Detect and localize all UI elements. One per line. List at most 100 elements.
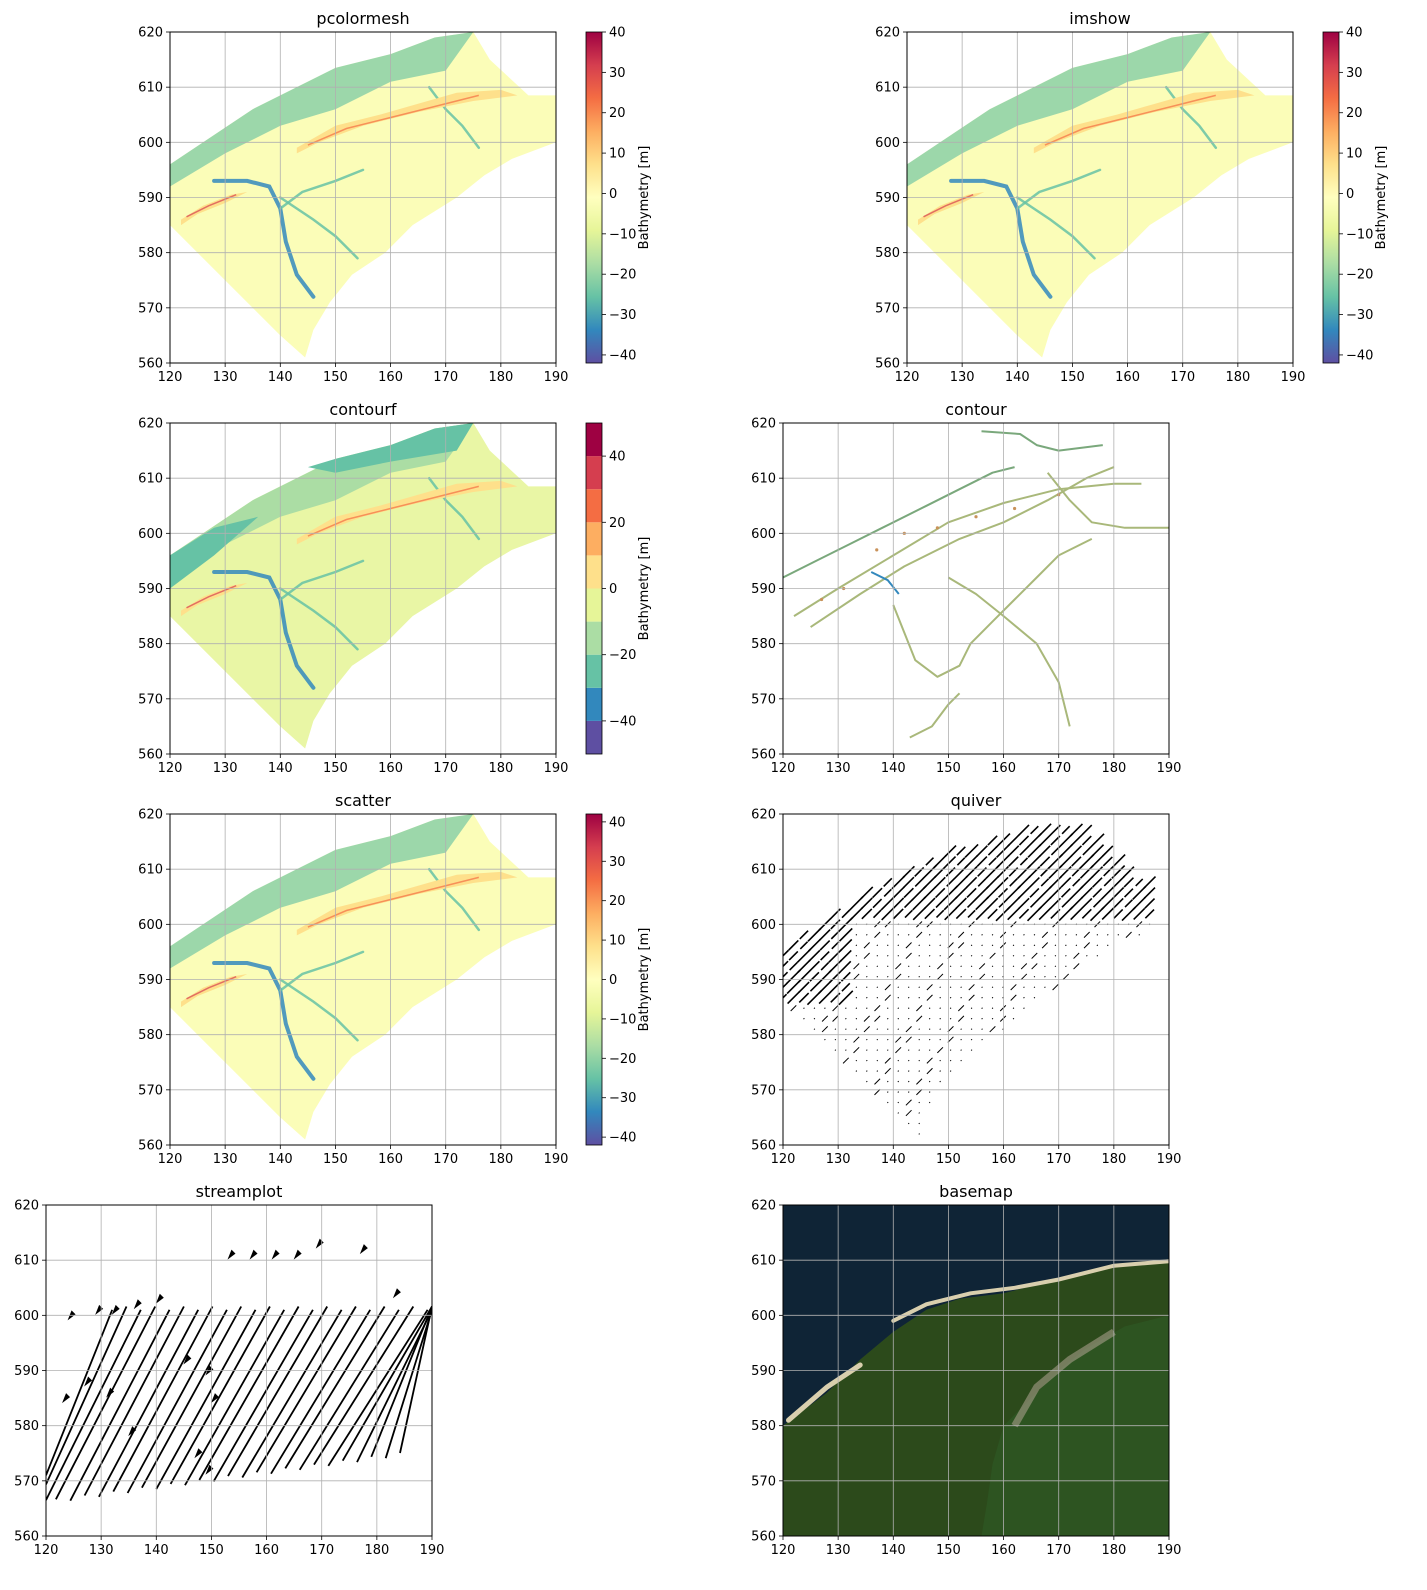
quiver-arrow [874, 931, 881, 938]
quiver-arrow [829, 970, 842, 983]
quiver-arrow [786, 980, 801, 995]
y-tick-label: 570 [875, 301, 900, 316]
stream-arrowhead [227, 1249, 236, 1260]
x-tick-label: 160 [378, 1152, 403, 1167]
quiver-arrow [1017, 886, 1031, 900]
quiver-arrow [809, 982, 819, 992]
quiver-arrow [997, 876, 1009, 888]
y-tick-label: 590 [751, 1364, 776, 1379]
quiver-arrow [949, 1070, 952, 1072]
quiver-arrow [897, 986, 900, 988]
quiver-arrow [939, 1038, 941, 1041]
y-tick-label: 590 [14, 1364, 39, 1379]
quiver-arrow [1012, 1017, 1015, 1020]
quiver-arrow [1028, 876, 1040, 888]
quiver-arrow [1041, 942, 1049, 949]
streamline [298, 1309, 400, 1471]
y-tick-label: 610 [138, 81, 163, 96]
quiver-arrow [926, 1057, 933, 1064]
stream-arrowhead [133, 1299, 142, 1310]
quiver-arrow [1029, 887, 1040, 898]
quiver-arrow [874, 1005, 881, 1012]
stream-arrowhead [249, 1249, 258, 1260]
quiver-arrow [916, 931, 923, 938]
quiver-arrow [1027, 844, 1042, 858]
quiver-arrow [981, 996, 983, 999]
x-tick-label: 170 [433, 370, 458, 385]
quiver-arrow [1039, 856, 1051, 867]
quiver-arrow [907, 965, 910, 968]
contour-dot [1013, 506, 1017, 511]
quiver-arrow [975, 896, 990, 911]
quiver-arrow [883, 888, 892, 898]
quiver-arrow [895, 1046, 902, 1054]
colorbar-tick-label: −10 [1346, 227, 1373, 242]
quiver-arrow [964, 843, 979, 859]
quiver-arrow [1031, 963, 1038, 970]
quiver-arrow [788, 939, 799, 951]
colorbar-tick-label: 30 [1346, 66, 1363, 81]
quiver-arrow [907, 986, 910, 988]
streamline [241, 1309, 343, 1478]
quiver-arrow [928, 1028, 931, 1030]
quiver-arrow [855, 955, 858, 957]
quiver-arrow [1023, 1007, 1025, 1009]
quiver-arrow [960, 1028, 962, 1030]
quiver-arrow [1082, 846, 1092, 856]
quiver-arrow [1107, 934, 1109, 936]
panel-title: contourf [329, 400, 397, 419]
quiver-arrow [928, 1049, 931, 1051]
quiver-arrow [1060, 887, 1071, 898]
quiver-arrow [1009, 878, 1018, 887]
quiver-arrow [866, 996, 868, 999]
y-tick-label: 600 [138, 527, 163, 542]
quiver-arrow [902, 865, 915, 879]
quiver-arrow [1012, 955, 1015, 957]
quiver-arrow [987, 846, 998, 856]
stream-arrowhead [84, 1376, 93, 1387]
x-tick-label: 150 [936, 761, 961, 776]
quiver-arrow [1048, 875, 1062, 889]
x-tick-label: 150 [323, 1152, 348, 1167]
x-tick-label: 150 [936, 1152, 961, 1167]
quiver-arrow [918, 955, 920, 957]
quiver-arrow [829, 908, 841, 920]
quiver-arrow [965, 865, 978, 879]
x-tick-label: 140 [268, 1152, 293, 1167]
quiver-arrow [1069, 885, 1084, 901]
quiver-arrow [916, 1078, 923, 1085]
x-tick-label: 120 [34, 1543, 59, 1558]
quiver-arrow [1012, 965, 1015, 968]
contour-dot [820, 597, 824, 602]
x-tick-label: 190 [1157, 1152, 1182, 1167]
colorbar-band [586, 621, 602, 655]
quiver-arrow [813, 1028, 816, 1030]
quiver-arrow [934, 887, 946, 899]
y-tick-label: 560 [751, 748, 776, 763]
y-tick-label: 610 [751, 472, 776, 487]
y-tick-label: 570 [138, 692, 163, 707]
quiver-arrow [996, 854, 1010, 868]
colorbar-tick-label: 0 [1346, 187, 1354, 202]
quiver-arrow [981, 1017, 983, 1020]
quiver-arrow [886, 965, 889, 968]
quiver-arrow [783, 960, 789, 968]
island-east [296, 480, 518, 545]
quiver-arrow [907, 1059, 910, 1062]
streamline [55, 1306, 157, 1500]
quiver-arrow [981, 944, 983, 947]
quiver-arrow [828, 948, 843, 963]
quiver-arrow [937, 963, 944, 970]
x-tick-label: 140 [268, 761, 293, 776]
quiver-arrow [918, 1101, 920, 1104]
quiver-arrow [946, 877, 956, 887]
y-tick-label: 560 [138, 1139, 163, 1154]
quiver-arrow [1006, 896, 1021, 911]
quiver-arrow [866, 975, 868, 978]
quiver-arrow [1018, 908, 1030, 920]
quiver-arrow [880, 896, 895, 911]
quiver-arrow [997, 887, 1009, 898]
streamline [327, 1309, 429, 1467]
panel-scatter: 120 130 140 150 160 170 180 190 560 570 580 590 600 6… [138, 791, 568, 1167]
x-tick-label: 130 [826, 761, 851, 776]
